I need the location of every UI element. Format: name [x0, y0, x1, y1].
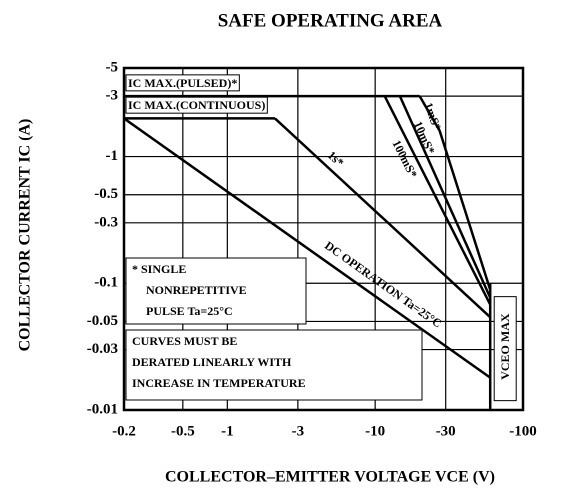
y-tick-label: -0.05	[87, 313, 118, 329]
y-tick-label: -1	[106, 148, 119, 164]
x-tick-label: -0.5	[171, 423, 195, 439]
note-box	[125, 329, 423, 401]
x-tick-label: -3	[292, 423, 305, 439]
note-text: DERATED LINEARLY WITH	[132, 355, 292, 369]
curve	[418, 95, 492, 291]
note-text: INCREASE IN TEMPERATURE	[132, 376, 306, 390]
x-axis-label: COLLECTOR–EMITTER VOLTAGE VCE (V)	[165, 469, 495, 486]
x-tick-label: -1	[221, 423, 234, 439]
chart-title: SAFE OPERATING AREA	[218, 10, 443, 31]
note-text: * SINGLE	[132, 262, 186, 276]
label-box	[125, 74, 240, 92]
x-tick-label: -0.2	[112, 423, 136, 439]
curve	[123, 117, 491, 379]
note-box	[125, 257, 307, 325]
note-text: NONREPETITIVE	[146, 283, 247, 297]
y-axis-label: COLLECTOR CURRENT IC (A)	[17, 119, 34, 352]
y-tick-label: -0.1	[94, 275, 118, 291]
curve	[274, 117, 492, 319]
x-tick-label: -100	[509, 423, 537, 439]
series-label: IC MAX.(CONTINUOUS)	[128, 98, 265, 112]
x-tick-label: -10	[365, 423, 385, 439]
plot-frame	[122, 66, 525, 412]
curve	[383, 95, 492, 306]
y-tick-label: -3	[106, 88, 119, 104]
label-box	[125, 96, 268, 114]
y-tick-label: -0.5	[94, 186, 118, 202]
note-text: CURVES MUST BE	[132, 334, 237, 348]
y-tick-label: -0.03	[87, 341, 118, 357]
curve	[398, 95, 492, 299]
y-tick-label: -0.01	[87, 401, 118, 417]
x-tick-label: -30	[436, 423, 456, 439]
series-label: VCEO MAX	[498, 313, 512, 380]
y-tick-label: -5	[106, 59, 119, 75]
series-label: IC MAX.(PULSED)*	[128, 76, 237, 90]
y-tick-label: -0.3	[94, 214, 118, 230]
label-box	[493, 296, 517, 402]
note-text: PULSE Ta=25°C	[146, 304, 233, 318]
